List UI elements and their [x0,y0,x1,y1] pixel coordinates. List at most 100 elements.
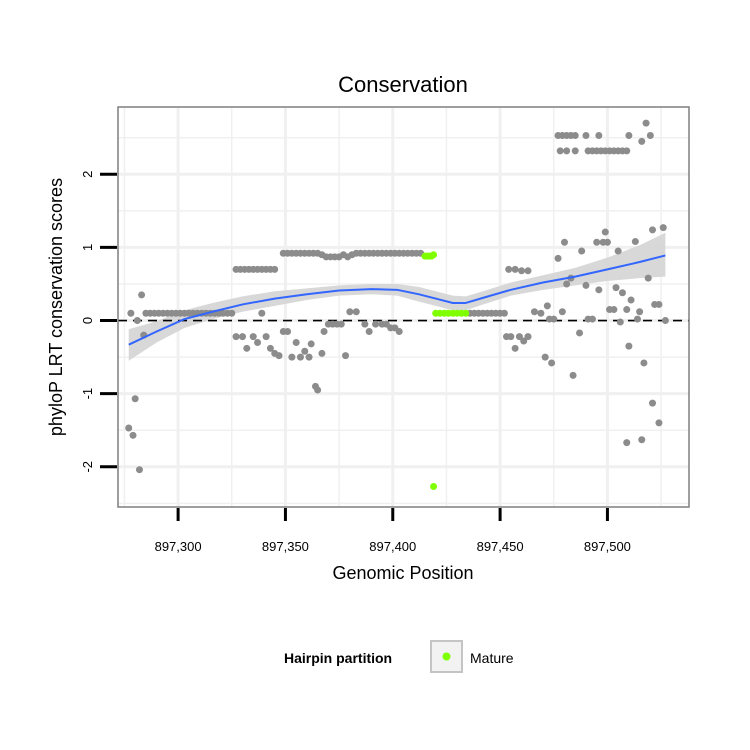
other-point [301,347,309,355]
other-point [655,419,663,427]
other-point [232,333,240,341]
other-point [307,340,315,348]
panel-border [117,106,690,508]
other-point [631,238,639,246]
mature-point [430,251,438,259]
y-tick-label: 0 [80,317,95,324]
x-axis: 897,300 897,350 897,400 897,450 897,500 [155,508,631,554]
other-point [346,308,354,316]
other-point [633,315,641,323]
other-point [638,436,646,444]
other-point [318,349,326,357]
other-point [288,353,296,361]
mature-point [430,483,438,491]
other-point [623,306,631,314]
other-point [254,338,262,346]
other-point [284,327,292,335]
other-point [515,333,523,341]
other-point [625,342,633,350]
other-point [352,308,360,316]
other-point [563,147,571,155]
other-point [571,132,579,140]
other-point [543,302,551,310]
other-point [271,265,279,273]
other-point [601,228,609,236]
other-point [582,132,590,140]
other-point [655,300,663,308]
other-point [548,359,556,367]
other-point [563,280,571,288]
other-point [614,247,622,255]
other-point [507,333,515,341]
y-tick-label: 1 [80,244,95,251]
other-point [262,333,270,341]
other-point [593,238,601,246]
other-point [640,359,648,367]
other-point [275,352,283,360]
other-point [342,352,350,360]
plot-panel [117,106,690,508]
other-point [365,327,373,335]
other-point [505,265,513,273]
other-point [361,320,369,328]
other-point [337,320,345,328]
other-point [627,296,635,304]
other-point [511,265,519,273]
other-point [395,327,403,335]
other-point [520,337,528,345]
other-point [243,344,251,352]
x-tick-label: 897,450 [477,539,524,554]
other-point [610,306,618,314]
other-point [258,309,266,317]
other-point [588,315,596,323]
other-point [518,267,526,275]
mature-point [462,309,470,317]
legend: Hairpin partition Mature [284,640,514,673]
x-tick-label: 897,400 [369,539,416,554]
other-point [305,353,313,361]
other-point [292,338,300,346]
x-tick-label: 897,350 [262,539,309,554]
other-point [625,132,633,140]
other-point [550,315,558,323]
other-point [372,320,380,328]
data-points [125,119,669,491]
other-point [129,431,137,439]
other-point [249,333,257,341]
other-point [296,353,304,361]
other-point [612,284,620,292]
legend-key-mature-dot [442,652,451,661]
other-point [131,395,139,403]
other-point [537,309,545,317]
other-point [524,267,532,275]
legend-title: Hairpin partition [284,650,392,666]
other-point [595,132,603,140]
other-point [649,399,657,407]
other-point [556,147,564,155]
other-point [125,424,133,432]
y-tick-label: -2 [80,461,95,473]
other-point [571,147,579,155]
y-tick-label: 2 [80,171,95,178]
other-point [135,466,143,474]
loess-fit-line [128,254,666,346]
other-point [560,238,568,246]
other-point [595,286,603,294]
other-point [578,247,586,255]
legend-label-mature: Mature [470,650,514,666]
y-tick-label: -1 [80,388,95,400]
other-point [558,308,566,316]
other-point [314,386,322,394]
other-point [500,309,508,317]
other-point [636,308,644,316]
other-point [127,309,135,317]
other-point [642,119,650,127]
other-point [524,333,532,341]
other-point [576,329,584,337]
other-point [266,344,274,352]
x-tick-label: 897,500 [584,539,631,554]
other-point [623,147,631,155]
other-point [661,317,669,325]
other-point [239,333,247,341]
